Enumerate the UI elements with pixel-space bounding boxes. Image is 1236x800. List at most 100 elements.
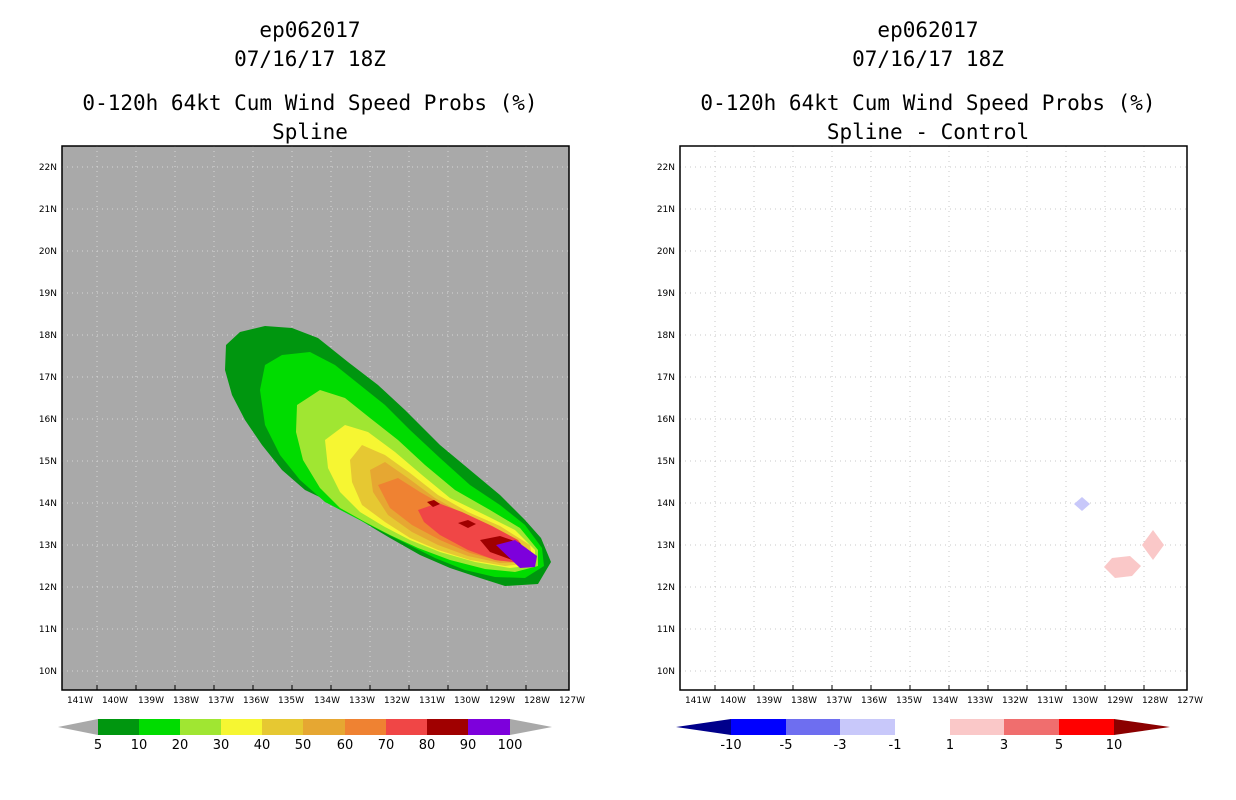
- left-colorbar-swatch: [386, 719, 427, 735]
- left-colorbar-label: 5: [94, 738, 102, 753]
- right-lon-label: 127W: [1177, 696, 1203, 706]
- left-colorbar-swatch: [468, 719, 510, 735]
- left-colorbar-label: 70: [378, 738, 395, 753]
- left-lat-label: 11N: [39, 625, 57, 635]
- right-colorbar-label: 10: [1106, 738, 1123, 753]
- right-lat-label: 20N: [657, 247, 675, 257]
- right-lon-label: 139W: [756, 696, 782, 706]
- contour-80-90-b: [458, 520, 476, 528]
- right-product-title: 0-120h 64kt Cum Wind Speed Probs (%): [700, 91, 1156, 115]
- right-colorbar-swatch: [731, 719, 786, 735]
- right-lon-label: 135W: [896, 696, 922, 706]
- diff-positive-128w-13n: [1142, 530, 1164, 560]
- left-colorbar-label: 10: [131, 738, 148, 753]
- left-lon-label: 131W: [419, 696, 445, 706]
- left-lat-label: 15N: [39, 457, 57, 467]
- left-ticks: [96, 685, 527, 690]
- left-colorbar-label: 30: [213, 738, 230, 753]
- diff-positive-129w-12n: [1104, 556, 1141, 578]
- right-lon-label: 132W: [1002, 696, 1028, 706]
- right-lon-label: 137W: [826, 696, 852, 706]
- left-lon-label: 133W: [349, 696, 375, 706]
- left-colorbar-label: 80: [419, 738, 436, 753]
- left-lat-label: 17N: [39, 373, 57, 383]
- right-lat-label: 19N: [657, 289, 675, 299]
- right-storm-id: ep062017: [877, 18, 979, 42]
- right-lat-label: 21N: [657, 205, 675, 215]
- left-colorbar-swatch: [98, 719, 139, 735]
- right-lat-label: 18N: [657, 331, 675, 341]
- left-lat-label: 16N: [39, 415, 57, 425]
- left-lat-label: 19N: [39, 289, 57, 299]
- right-map: 141W 140W 139W 138W 137W 136W 135W 134W …: [657, 145, 1203, 706]
- right-colorbar-label: -3: [834, 738, 847, 753]
- right-colorbar-extend-low: [676, 719, 731, 735]
- right-lon-label: 141W: [685, 696, 711, 706]
- left-colorbar-extend-low: [58, 719, 98, 735]
- left-map: 141W 140W 139W 138W 137W 136W 135W 134W …: [39, 145, 585, 706]
- left-colorbar-swatch: [427, 719, 468, 735]
- right-lon-label: 140W: [720, 696, 746, 706]
- right-lat-label: 14N: [657, 499, 675, 509]
- right-lat-label: 17N: [657, 373, 675, 383]
- left-lat-label: 12N: [39, 583, 57, 593]
- left-lat-label: 10N: [39, 667, 57, 677]
- left-datetime: 07/16/17 18Z: [234, 47, 386, 71]
- left-colorbar: 5 10 20 30 40 50 60 70 80 90 100: [58, 719, 552, 753]
- right-lon-label: 130W: [1072, 696, 1098, 706]
- right-lat-label: 22N: [657, 163, 675, 173]
- left-lon-label: 139W: [138, 696, 164, 706]
- left-map-frame: [61, 145, 570, 691]
- left-lon-label: 134W: [314, 696, 340, 706]
- right-colorbar-swatch: [840, 719, 895, 735]
- left-lat-label: 22N: [39, 163, 57, 173]
- left-lon-label: 128W: [524, 696, 550, 706]
- left-colorbar-label: 60: [337, 738, 354, 753]
- right-colorbar-label: -5: [780, 738, 793, 753]
- left-colorbar-label: 90: [460, 738, 477, 753]
- left-lon-label: 137W: [208, 696, 234, 706]
- left-colorbar-swatch: [180, 719, 221, 735]
- left-lon-label: 138W: [173, 696, 199, 706]
- left-lat-label: 13N: [39, 541, 57, 551]
- right-lon-label: 138W: [791, 696, 817, 706]
- right-lon-label: 129W: [1107, 696, 1133, 706]
- right-lon-label: 133W: [967, 696, 993, 706]
- left-lon-label: 129W: [489, 696, 515, 706]
- right-lon-label: 131W: [1037, 696, 1063, 706]
- left-colorbar-swatch: [139, 719, 180, 735]
- right-colorbar-label: -1: [889, 738, 902, 753]
- left-lon-label: 127W: [559, 696, 585, 706]
- left-storm-id: ep062017: [259, 18, 361, 42]
- left-colorbar-swatch: [345, 719, 386, 735]
- right-lat-label: 12N: [657, 583, 675, 593]
- left-lon-label: 140W: [102, 696, 128, 706]
- left-colorbar-label: 50: [295, 738, 312, 753]
- diff-negative-130w-14n: [1074, 497, 1090, 511]
- left-colorbar-swatch: [303, 719, 345, 735]
- right-colorbar-swatch: [950, 719, 1004, 735]
- left-lat-label: 21N: [39, 205, 57, 215]
- right-lon-label: 136W: [861, 696, 887, 706]
- left-colorbar-label: 20: [172, 738, 189, 753]
- right-lat-label: 10N: [657, 667, 675, 677]
- left-subtitle: Spline: [272, 120, 348, 144]
- left-colorbar-swatch: [262, 719, 303, 735]
- left-colorbar-label: 100: [498, 738, 523, 753]
- right-colorbar-label: 1: [946, 738, 954, 753]
- contour-80-90-c: [427, 500, 440, 507]
- left-lat-label: 14N: [39, 499, 57, 509]
- right-colorbar-label: 3: [1000, 738, 1008, 753]
- left-colorbar-label: 40: [254, 738, 271, 753]
- right-lat-label: 11N: [657, 625, 675, 635]
- right-colorbar-label: 5: [1055, 738, 1063, 753]
- left-colorbar-swatch: [221, 719, 262, 735]
- right-colorbar-label: -10: [720, 738, 741, 753]
- right-colorbar: -10 -5 -3 -1 1 3 5 10: [676, 719, 1170, 753]
- right-colorbar-swatch: [786, 719, 840, 735]
- right-map-frame: [679, 145, 1188, 691]
- right-colorbar-extend-high: [1114, 719, 1170, 735]
- left-lon-label: 141W: [67, 696, 93, 706]
- right-lat-label: 15N: [657, 457, 675, 467]
- left-lon-label: 136W: [243, 696, 269, 706]
